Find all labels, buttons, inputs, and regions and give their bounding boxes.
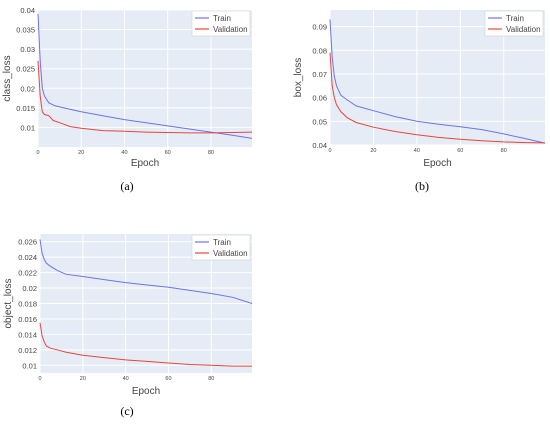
y-tick-label: 0.012: [18, 346, 37, 355]
legend-label-validation: Validation: [213, 25, 248, 34]
y-tick-label: 0.022: [18, 269, 37, 278]
y-tick-label: 0.024: [18, 253, 37, 262]
y-tick-label: 0.035: [16, 26, 35, 35]
x-axis-title: Epoch: [131, 158, 159, 169]
panel-c-chart: 0.01 0.012 0.014 0.016 0.018 0.02 0.022 0.024 0.…: [3, 234, 253, 397]
y-tick-label: 0.04: [20, 6, 35, 15]
x-tick-label: 0: [328, 148, 331, 154]
y-tick-label: 0.026: [18, 238, 37, 247]
series-line-train: [329, 19, 546, 144]
series-line-validation: [329, 52, 546, 144]
x-tick-label: 20: [80, 376, 86, 382]
y-tick-label: 0.016: [18, 315, 37, 324]
y-tick-label: 0.05: [312, 117, 327, 126]
y-tick-label: 0.04: [312, 141, 327, 150]
series-line-train: [39, 239, 253, 304]
legend-box: [191, 10, 251, 37]
y-axis-title: box_loss: [293, 58, 304, 97]
y-tick-label: 0.08: [312, 46, 327, 55]
y-tick-label: 0.07: [312, 70, 327, 79]
y-tick-label: 0.025: [16, 65, 35, 74]
x-tick-label: 0: [38, 376, 41, 382]
panel-b-caption: (b): [415, 179, 429, 193]
legend-box: [484, 10, 544, 37]
panel-c-caption: (c): [120, 404, 133, 418]
x-tick-label: 80: [501, 148, 507, 154]
y-tick-label: 0.014: [18, 330, 37, 339]
y-tick-label: 0.02: [22, 284, 37, 293]
legend-box: [191, 234, 251, 261]
y-axis-title: class_loss: [2, 55, 13, 101]
series-line-train: [37, 13, 253, 139]
x-tick-label: 20: [370, 148, 376, 154]
y-tick-label: 0.09: [312, 23, 327, 32]
y-tick-label: 0.01: [20, 123, 35, 132]
series-line-validation: [39, 322, 252, 367]
x-tick-label: 40: [123, 376, 129, 382]
x-tick-label: 40: [414, 148, 420, 154]
x-tick-label: 80: [208, 150, 214, 156]
x-tick-label: 20: [78, 150, 84, 156]
panel-a-caption: (a): [120, 179, 133, 193]
panel-b-chart: 0.04 0.05 0.06 0.07 0.08 0.09 0 20 40 60 80 Epoch bo…: [293, 10, 546, 169]
x-tick-label: 60: [165, 150, 171, 156]
legend-label-validation: Validation: [213, 249, 248, 258]
legend-label-train: Train: [213, 238, 231, 247]
y-tick-label: 0.018: [18, 300, 37, 309]
y-tick-label: 0.01: [22, 361, 37, 370]
y-tick-label: 0.06: [312, 94, 327, 103]
y-tick-label: 0.02: [20, 84, 35, 93]
panel-a-chart: 0.01 0.015 0.02 0.025 0.03 0.035 0.04 0 20 40 60 80…: [2, 6, 253, 169]
series-line-validation: [37, 60, 253, 134]
legend-label-train: Train: [213, 14, 231, 23]
x-tick-label: 60: [165, 376, 171, 382]
x-tick-label: 0: [36, 150, 39, 156]
x-axis-title: Epoch: [132, 386, 160, 397]
legend-label-train: Train: [506, 14, 524, 23]
y-tick-label: 0.03: [20, 45, 35, 54]
x-tick-label: 60: [457, 148, 463, 154]
legend-label-validation: Validation: [506, 25, 541, 34]
x-tick-label: 40: [121, 150, 127, 156]
x-axis-title: Epoch: [423, 158, 451, 169]
y-axis-title: object_loss: [3, 278, 14, 328]
x-tick-label: 80: [208, 376, 214, 382]
y-tick-label: 0.015: [16, 104, 35, 113]
